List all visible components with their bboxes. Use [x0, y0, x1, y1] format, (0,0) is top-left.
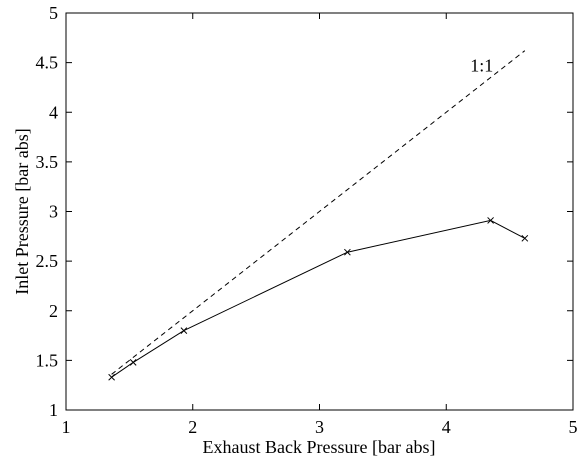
data-point-marker — [521, 234, 529, 242]
reference-line-1to1 — [111, 50, 526, 375]
y-tick-label: 4.5 — [36, 53, 59, 73]
y-tick-label: 1.5 — [36, 350, 59, 370]
data-point-marker — [180, 327, 188, 334]
y-tick-label: 3 — [49, 202, 58, 222]
x-axis-label: Exhaust Back Pressure [bar abs] — [203, 437, 436, 457]
measured-series-line — [111, 219, 526, 378]
x-tick-label: 3 — [315, 417, 324, 437]
x-tick-label: 1 — [62, 417, 71, 437]
y-tick-label: 2 — [49, 301, 58, 321]
data-point-marker — [344, 248, 351, 256]
annotation-layer: 1:1 — [470, 56, 493, 76]
x-axis: 1 2 3 4 5 — [62, 13, 578, 437]
series-layer — [108, 50, 529, 381]
data-point-marker — [108, 373, 115, 381]
y-axis: 1 1.5 2 2.5 3 3.5 4 4.5 5 — [36, 3, 573, 420]
y-axis-label: Inlet Pressure [bar abs] — [12, 128, 32, 294]
data-point-marker — [487, 217, 494, 224]
y-tick-label: 1 — [49, 400, 58, 420]
y-tick-label: 4 — [49, 102, 58, 122]
data-point-marker — [129, 359, 137, 366]
x-tick-label: 5 — [569, 417, 578, 437]
y-tick-label: 3.5 — [36, 152, 59, 172]
x-tick-label: 4 — [442, 417, 451, 437]
y-tick-label: 2.5 — [36, 251, 59, 271]
x-tick-label: 2 — [188, 417, 197, 437]
y-tick-label: 5 — [49, 3, 58, 23]
annotation-label: 1:1 — [470, 56, 493, 76]
